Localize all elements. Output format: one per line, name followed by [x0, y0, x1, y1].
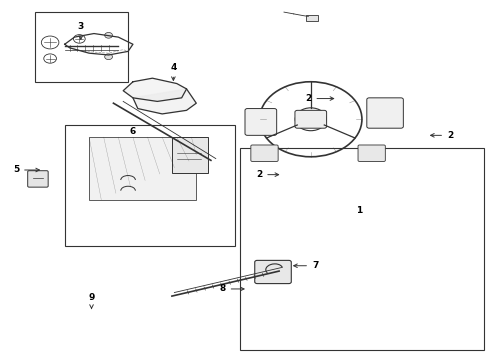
- Polygon shape: [65, 33, 133, 55]
- Polygon shape: [133, 89, 196, 114]
- Text: 2: 2: [256, 170, 279, 179]
- Circle shape: [105, 32, 113, 38]
- Circle shape: [105, 54, 113, 60]
- Bar: [306, 15, 318, 21]
- FancyBboxPatch shape: [358, 145, 385, 161]
- Text: 8: 8: [220, 284, 244, 293]
- Text: 6: 6: [130, 127, 136, 136]
- Text: 9: 9: [88, 293, 95, 309]
- FancyBboxPatch shape: [367, 98, 403, 128]
- Text: 2: 2: [305, 94, 334, 103]
- FancyBboxPatch shape: [28, 171, 48, 187]
- Bar: [35, 12, 128, 82]
- Text: 2: 2: [431, 131, 453, 140]
- Bar: [172, 137, 208, 173]
- FancyBboxPatch shape: [295, 111, 327, 128]
- Text: 3: 3: [78, 22, 84, 39]
- FancyBboxPatch shape: [245, 109, 277, 135]
- Text: 4: 4: [170, 63, 176, 80]
- Bar: [89, 137, 196, 200]
- Text: 7: 7: [294, 261, 318, 270]
- Bar: [65, 125, 235, 246]
- Bar: [240, 148, 484, 350]
- FancyBboxPatch shape: [251, 145, 278, 161]
- Text: 1: 1: [356, 206, 363, 215]
- Polygon shape: [123, 78, 187, 102]
- FancyBboxPatch shape: [255, 260, 291, 284]
- Text: 5: 5: [13, 166, 39, 175]
